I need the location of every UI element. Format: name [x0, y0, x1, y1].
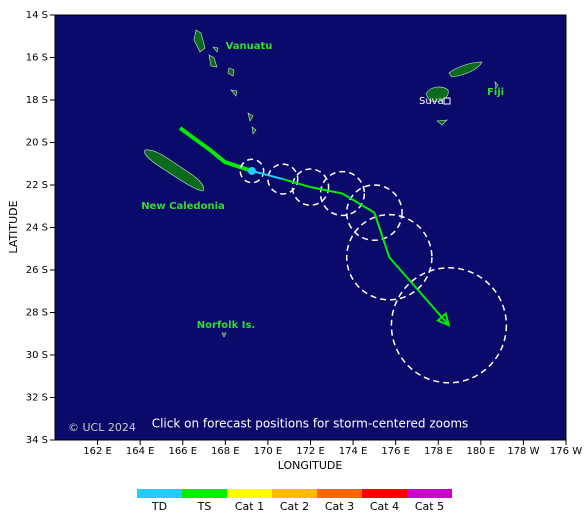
forecast-segment: [373, 212, 391, 258]
y-tick-label: 24 S: [26, 223, 48, 234]
x-tick-label: 170 E: [254, 446, 283, 457]
y-tick-label: 14 S: [26, 10, 48, 21]
forecast-cone[interactable]: [291, 168, 330, 206]
legend-swatch: [407, 489, 452, 498]
x-tick-label: 176 E: [381, 446, 410, 457]
legend-swatch: [362, 489, 407, 498]
past-track: [178, 126, 253, 173]
forecast-segment: [251, 170, 284, 181]
place-label: New Caledonia: [141, 201, 225, 212]
x-tick-label: 178 E: [424, 446, 453, 457]
legend-swatch: [227, 489, 272, 498]
y-tick-label: 22 S: [26, 180, 48, 191]
x-tick-label: 178 W: [507, 446, 539, 457]
legend-swatch: [272, 489, 317, 498]
land: [144, 29, 499, 338]
copyright: © UCL 2024: [68, 421, 136, 434]
y-tick-label: 28 S: [26, 308, 48, 319]
current-position[interactable]: [247, 166, 256, 175]
y-tick-label: 26 S: [26, 265, 48, 276]
forecast-cone[interactable]: [319, 170, 366, 217]
place-label: Vanuatu: [226, 41, 273, 52]
legend-label: Cat 2: [280, 500, 309, 513]
legend-label: Cat 1: [235, 500, 264, 513]
legend-label: Cat 5: [415, 500, 444, 513]
x-tick-label: 168 E: [211, 446, 240, 457]
place-label: Suva: [419, 96, 444, 107]
map-frame: [54, 14, 567, 441]
legend-swatch: [317, 489, 362, 498]
x-tick-label: 176 W: [550, 446, 582, 457]
forecast-cone[interactable]: [267, 163, 299, 195]
x-tick-label: 166 E: [168, 446, 197, 457]
x-tick-label: 162 E: [83, 446, 112, 457]
forecast-cone[interactable]: [390, 267, 508, 384]
forecast-segment: [341, 192, 375, 214]
legend-label: TS: [197, 500, 212, 513]
forecast-cone[interactable]: [345, 213, 433, 301]
x-axis-label: LONGITUDE: [278, 459, 343, 472]
y-tick-label: 18 S: [26, 95, 48, 106]
x-tick-label: 172 E: [296, 446, 325, 457]
y-tick-label: 30 S: [26, 350, 48, 361]
y-tick-label: 20 S: [26, 138, 48, 149]
x-tick-label: 164 E: [126, 446, 155, 457]
x-tick-label: 180 E: [467, 446, 496, 457]
place-label: Fiji: [487, 87, 504, 98]
forecast-segment: [388, 256, 450, 326]
legend-label: Cat 4: [370, 500, 399, 513]
forecast-cone[interactable]: [345, 184, 403, 242]
y-tick-label: 34 S: [26, 435, 48, 446]
y-axis-label: LATITUDE: [7, 200, 20, 253]
forecast-segment: [310, 186, 343, 195]
x-tick-label: 174 E: [339, 446, 368, 457]
forecast-segment: [282, 178, 311, 189]
y-tick-label: 32 S: [26, 393, 48, 404]
place-label: Norfolk Is.: [197, 320, 255, 331]
map-area: [55, 15, 566, 440]
track-arrowhead: [435, 311, 451, 327]
legend-swatch: [182, 489, 227, 498]
hint[interactable]: Click on forecast positions for storm-ce…: [152, 417, 469, 431]
forecast-cone[interactable]: [239, 158, 265, 184]
legend-label: TD: [151, 500, 167, 513]
legend-swatch: [137, 489, 182, 498]
city-marker: [443, 97, 451, 105]
legend-label: Cat 3: [325, 500, 354, 513]
y-tick-label: 16 S: [26, 53, 48, 64]
